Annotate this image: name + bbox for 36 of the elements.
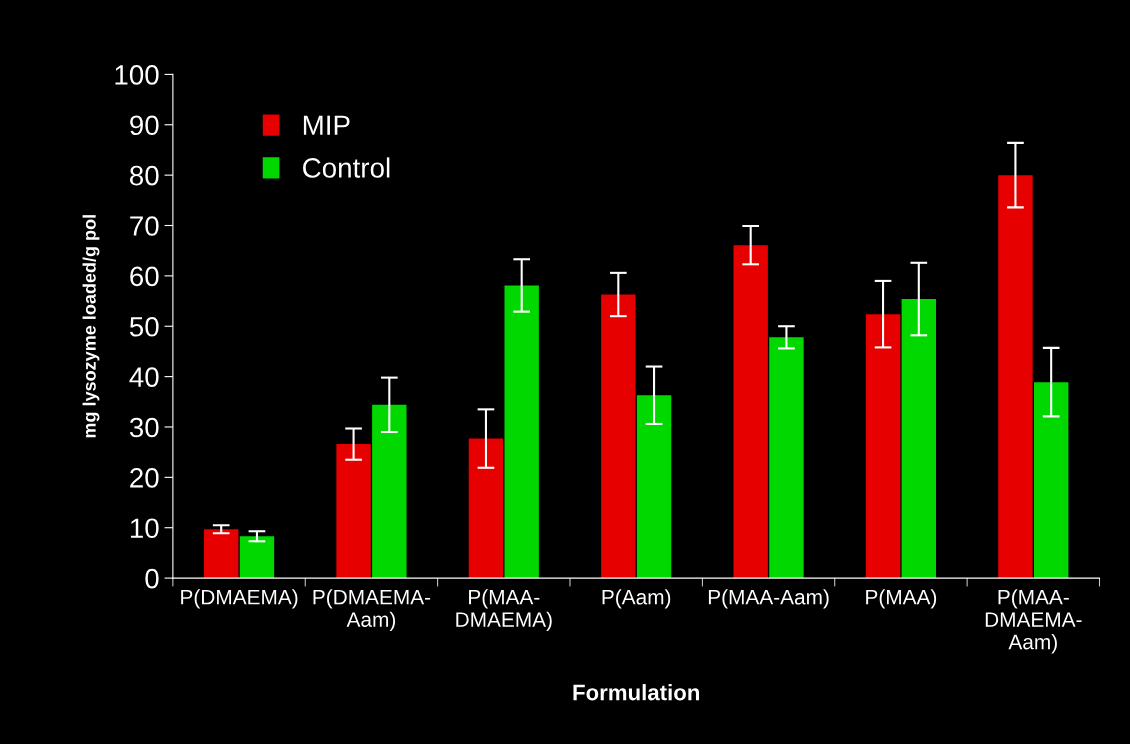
y-tick-label: 30: [129, 417, 159, 438]
bar: [372, 404, 407, 579]
legend-label: MIP: [303, 115, 350, 135]
bar: [1033, 382, 1069, 579]
bar: [504, 285, 539, 579]
bar: [865, 314, 901, 579]
bar: [636, 395, 672, 579]
y-tick-label: 10: [130, 518, 159, 539]
y-tick-label: 0: [145, 568, 159, 589]
bar: [733, 245, 768, 579]
y-tick-label: 90: [130, 115, 159, 136]
bar: [998, 175, 1033, 579]
y-tick-label: 70: [130, 216, 159, 236]
y-tick-label: 60: [130, 266, 159, 287]
y-tick-label: 20: [130, 468, 159, 488]
bar: [769, 337, 804, 579]
bar: [204, 529, 239, 579]
y-tick-label: 100: [115, 65, 159, 85]
x-tick-label: P(DMAEMA- Aam): [313, 589, 431, 632]
legend-label: Control: [303, 157, 390, 178]
bar: [239, 536, 275, 579]
bar: [468, 438, 504, 579]
y-tick-label: 50: [129, 316, 159, 337]
x-tick-label: P(DMAEMA): [181, 589, 298, 609]
x-tick-label: P(MAA- DMAEMA- Aam): [985, 589, 1082, 654]
bar: [601, 294, 636, 579]
y-tick-label: 80: [130, 165, 159, 186]
x-tick-label: P(MAA-Aam): [708, 589, 829, 609]
x-tick-label: P(MAA): [866, 589, 937, 609]
y-tick-label: 40: [129, 367, 159, 387]
x-tick-label: P(MAA- DMAEMA): [456, 589, 552, 632]
y-axis-title: mg lysozyme loaded/g pol: [82, 215, 100, 438]
bar: [901, 299, 937, 579]
x-tick-label: P(Aam): [602, 589, 671, 609]
x-axis-title: Formulation: [573, 684, 700, 701]
bar: [336, 444, 371, 579]
